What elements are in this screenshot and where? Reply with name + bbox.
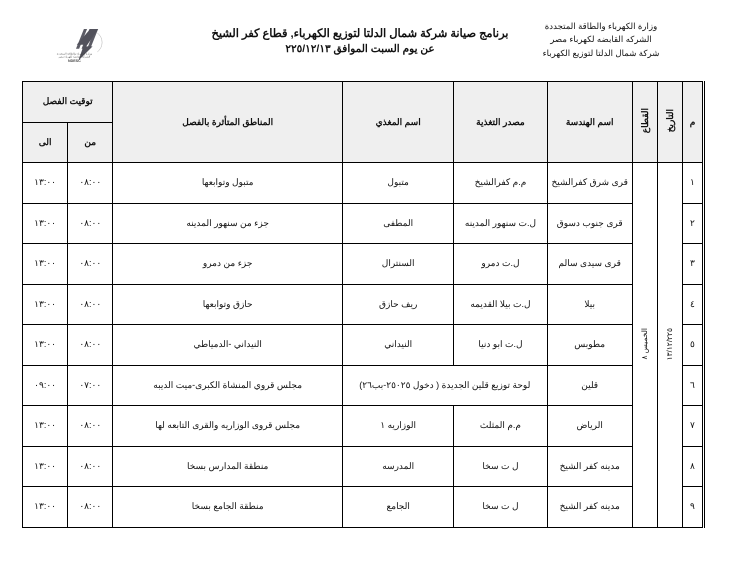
svg-text:الشركة القابضة لكهرباء مصر: الشركة القابضة لكهرباء مصر — [58, 54, 91, 58]
svg-text:NDESC: NDESC — [68, 59, 81, 63]
